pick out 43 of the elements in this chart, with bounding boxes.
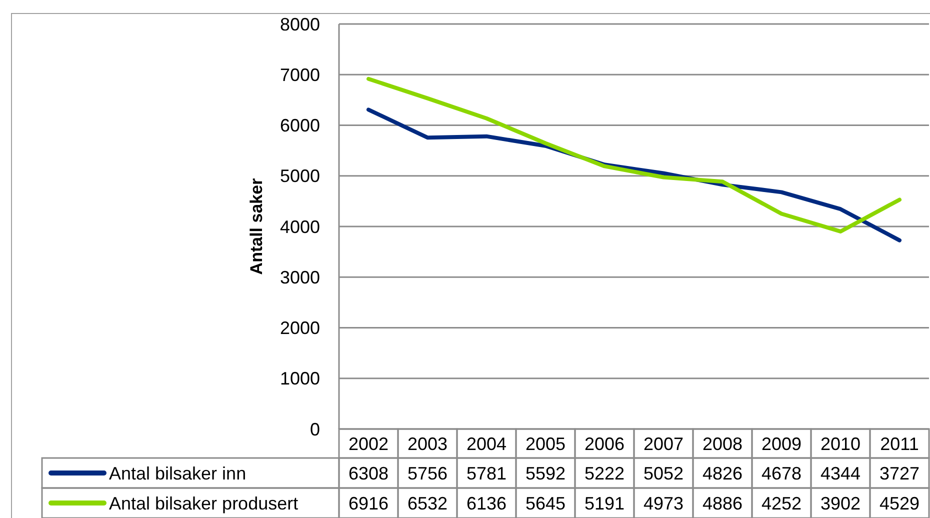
x-tick-label: 2003 [407, 434, 448, 454]
x-tick-label: 2011 [880, 434, 919, 454]
legend-label: Antal bilsaker inn [109, 463, 246, 484]
y-tick-label: 0 [310, 419, 320, 440]
data-label: 6136 [466, 493, 507, 514]
data-label: 4252 [761, 493, 802, 514]
y-tick-label: 6000 [280, 116, 320, 136]
data-label: 4886 [702, 493, 743, 514]
data-label: 3727 [879, 463, 920, 484]
data-label: 5781 [466, 463, 507, 484]
data-label: 5052 [643, 463, 684, 484]
data-label: 3902 [820, 493, 861, 514]
x-tick-label: 2006 [584, 434, 625, 454]
x-tick-label: 2005 [525, 434, 566, 454]
x-tick-label: 2009 [761, 434, 802, 454]
data-label: 6308 [348, 463, 389, 484]
y-axis-title: Antall saker [247, 178, 266, 275]
data-label: 4678 [761, 463, 802, 484]
line-series [366, 76, 902, 234]
y-tick-label: 7000 [280, 64, 320, 85]
y-tick-label: 4000 [280, 216, 320, 237]
data-label: 6916 [348, 493, 389, 514]
data-label: 6532 [407, 493, 448, 514]
y-tick-label: 2000 [280, 318, 320, 338]
data-label: 5645 [525, 493, 566, 514]
x-tick-label: 2002 [348, 434, 389, 454]
data-label: 4344 [820, 463, 861, 484]
x-tick-label: 2008 [702, 434, 743, 454]
data-label: 5222 [584, 463, 625, 484]
y-tick-label: 3000 [280, 267, 320, 288]
y-tick-label: 5000 [280, 166, 320, 186]
y-tick-label: 1000 [280, 368, 320, 389]
legend-label: Antal bilsaker produsert [109, 493, 298, 514]
x-tick-label: 2007 [643, 434, 684, 454]
data-label: 4529 [879, 493, 920, 514]
data-label: 4973 [643, 493, 684, 514]
y-tick-label: 8000 [280, 14, 320, 34]
data-label: 5191 [584, 493, 625, 514]
data-label: 5756 [407, 463, 448, 484]
data-label: 4826 [702, 463, 743, 484]
x-tick-label: 2004 [466, 434, 507, 454]
data-label: 5592 [525, 463, 566, 484]
x-tick-label: 2010 [820, 434, 861, 454]
